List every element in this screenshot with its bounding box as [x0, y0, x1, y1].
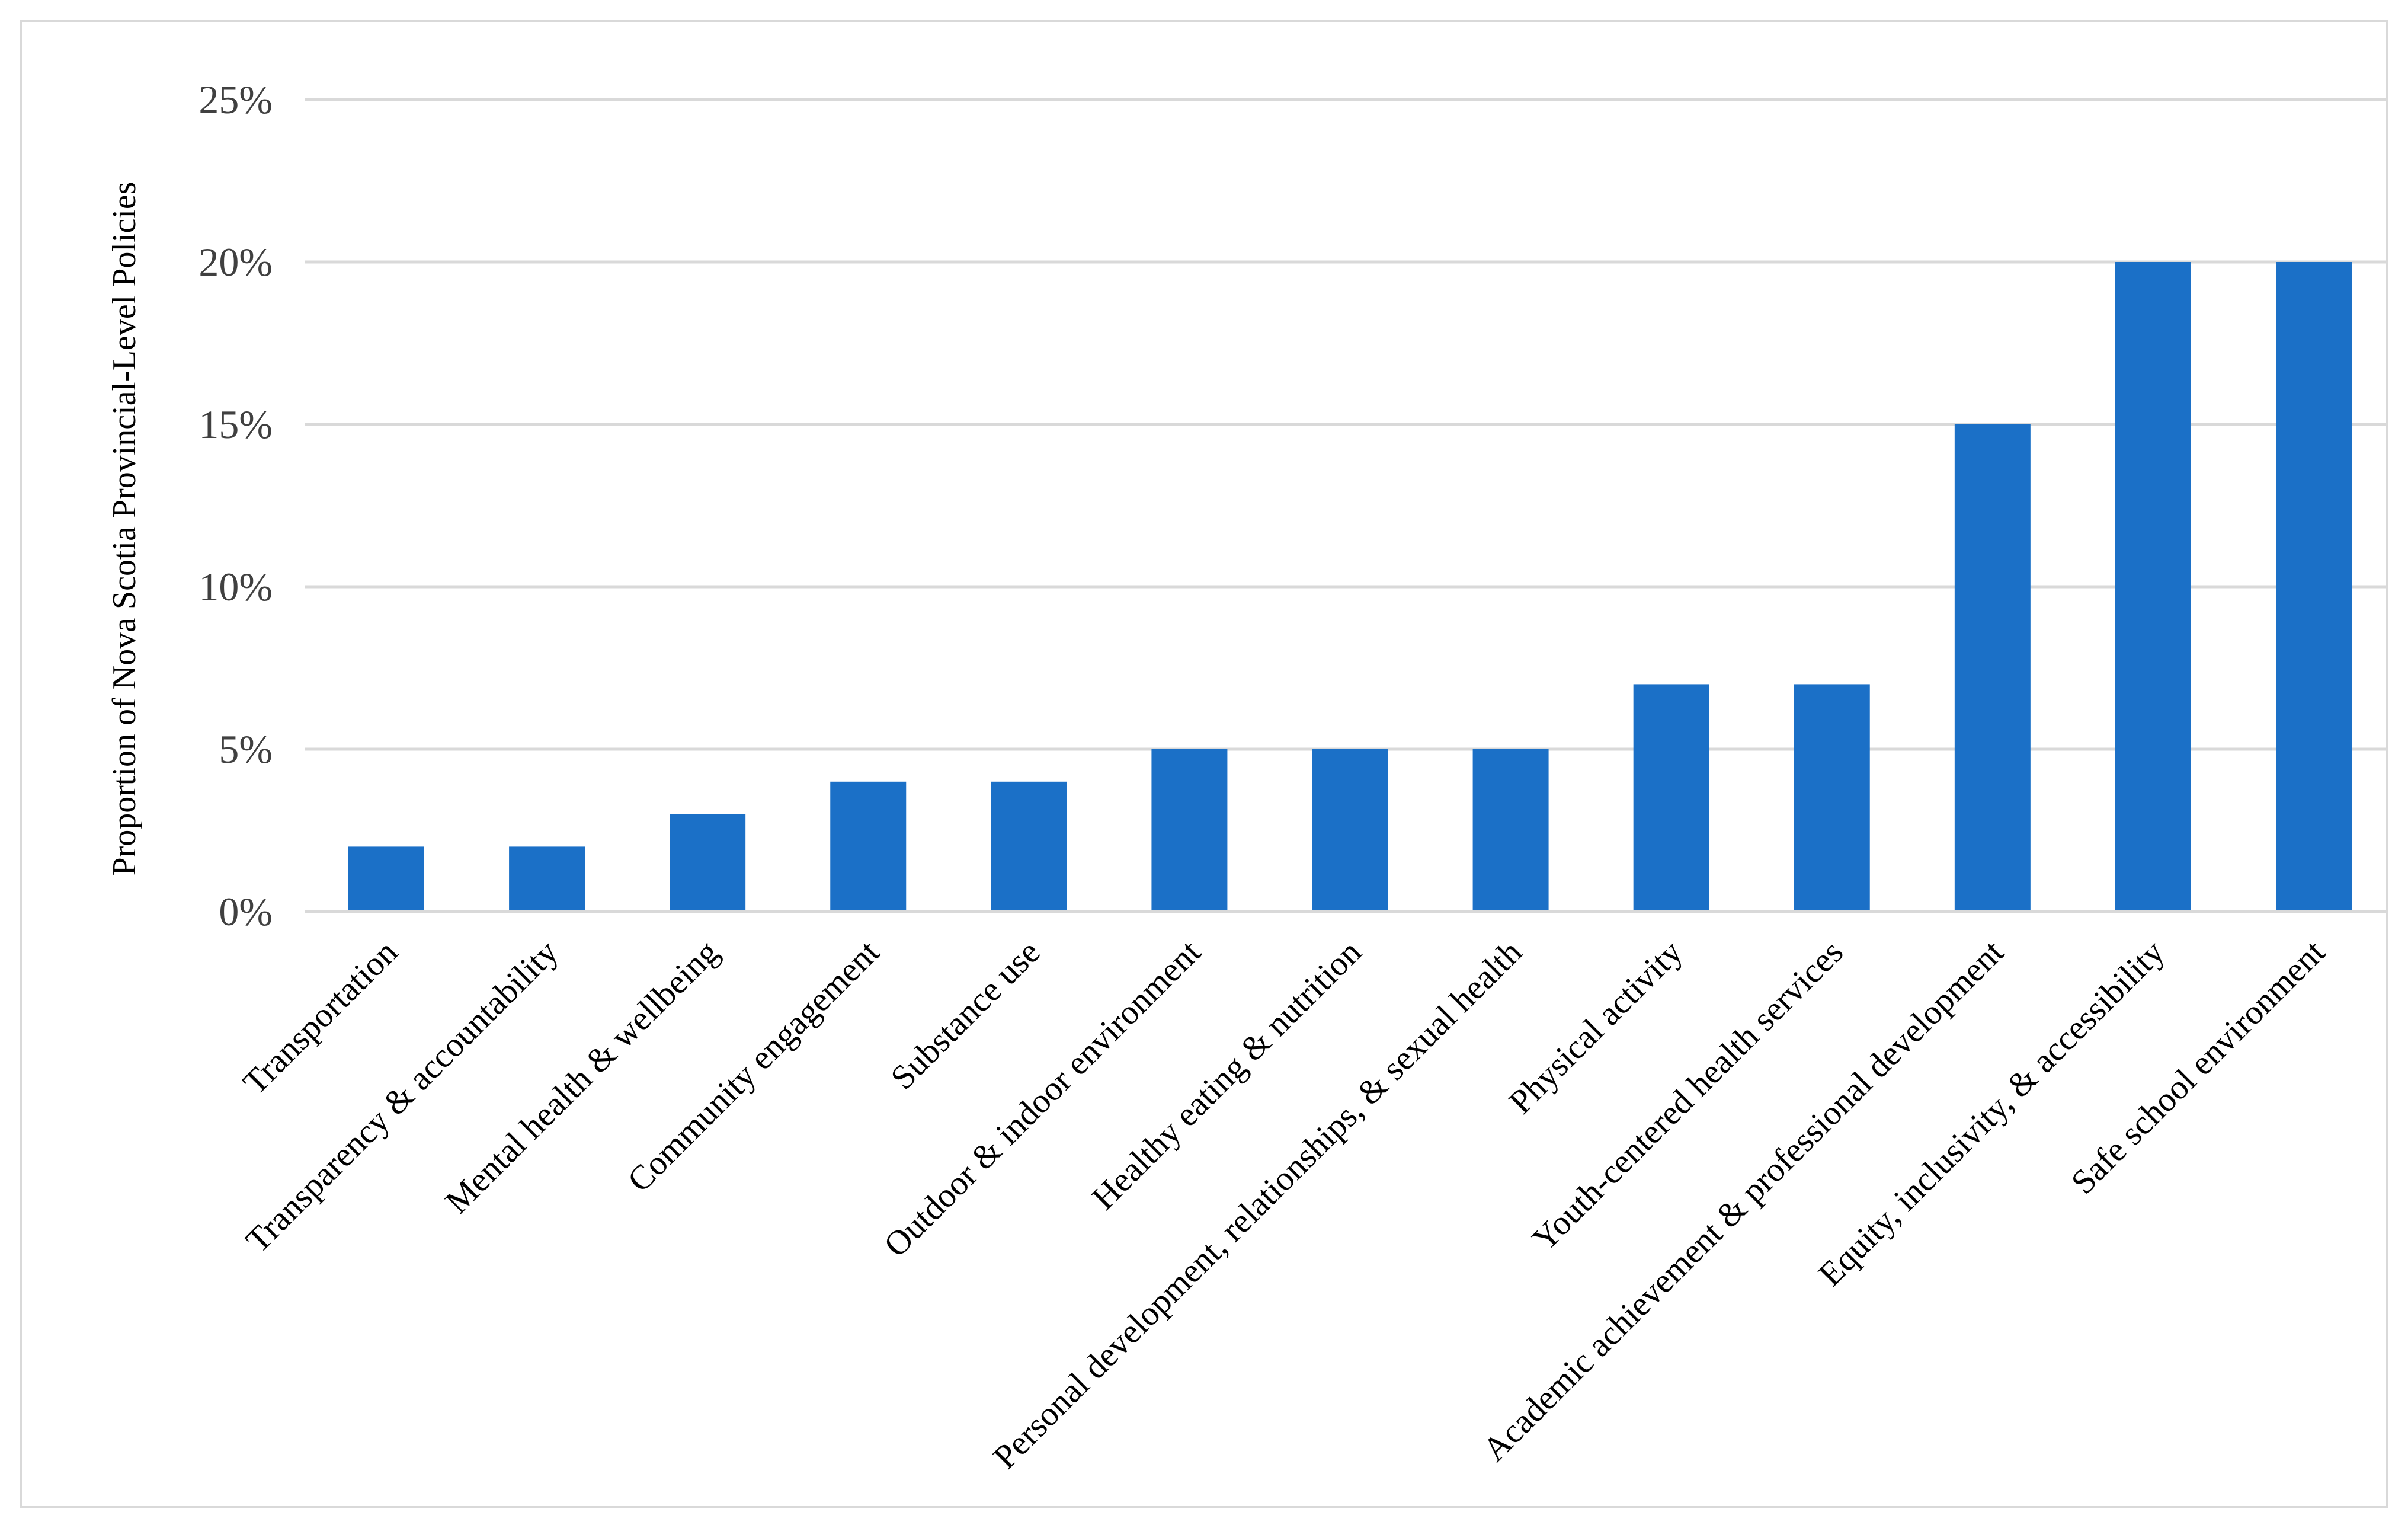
y-tick-label: 10% — [198, 564, 273, 609]
y-tick-label: 0% — [219, 889, 273, 934]
bar — [1312, 749, 1388, 912]
y-tick-label: 5% — [219, 727, 273, 772]
y-tick-labels: 0% 5% 10% 15% 20% 25% — [198, 77, 273, 934]
bar — [830, 781, 907, 912]
bars — [348, 262, 2352, 912]
bar — [1472, 749, 1549, 912]
bar — [2115, 262, 2191, 912]
y-tick-label: 15% — [198, 402, 273, 447]
category-label: Physical activity — [1501, 932, 1690, 1121]
bar — [1794, 684, 1870, 912]
category-label: Youth-centered health services — [1525, 932, 1850, 1258]
bar — [991, 781, 1067, 912]
bar — [1633, 684, 1709, 912]
category-label: Mental health & wellbeing — [438, 932, 726, 1221]
category-label: Transparency & accountability — [238, 932, 565, 1260]
bar — [348, 846, 424, 912]
category-label: Healthy eating & nutrition — [1084, 932, 1369, 1217]
category-label: Substance use — [883, 932, 1047, 1097]
y-tick-label: 25% — [198, 77, 273, 122]
category-label: Personal development, relationships, & s… — [986, 932, 1529, 1476]
bar — [1954, 424, 2031, 912]
bar — [509, 846, 585, 912]
category-label: Transportation — [235, 932, 405, 1102]
bar — [2276, 262, 2352, 912]
bar — [1151, 749, 1228, 912]
category-label: Equity, inclusivity, & accessibility — [1811, 932, 2172, 1293]
gridlines — [305, 98, 2388, 751]
y-tick-label: 20% — [198, 239, 273, 284]
bar — [670, 814, 746, 912]
y-axis-title: Proportion of Nova Scotia Provincial-Lev… — [106, 181, 143, 875]
category-label: Outdoor & indoor environment — [876, 932, 1208, 1264]
